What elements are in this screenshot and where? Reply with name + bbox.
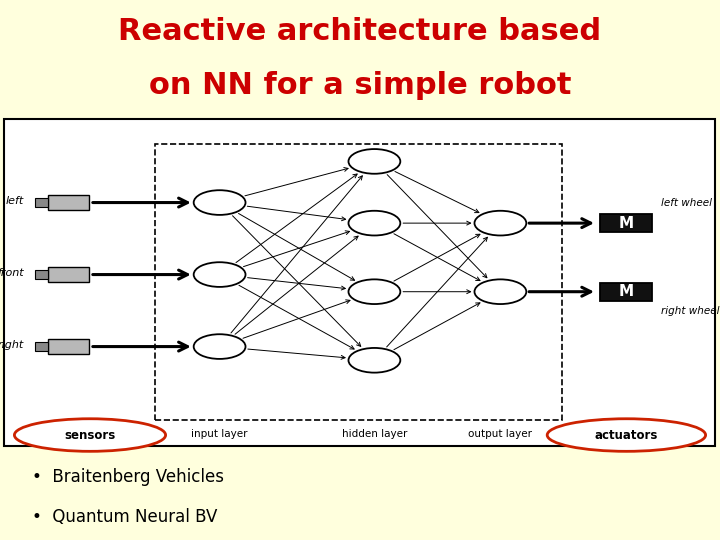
Text: input layer: input layer [192,429,248,439]
Bar [48,267,89,282]
Text: right wheel: right wheel [661,306,719,315]
Circle shape [474,211,526,235]
Text: on NN for a simple robot: on NN for a simple robot [149,71,571,99]
Text: hidden layer: hidden layer [342,429,407,439]
Circle shape [194,262,246,287]
Text: M: M [618,284,634,299]
Circle shape [194,334,246,359]
Text: •  Braitenberg Vehicles: • Braitenberg Vehicles [32,468,225,486]
Text: •  Quantum Neural BV: • Quantum Neural BV [32,508,217,526]
Text: Reactive architecture based: Reactive architecture based [118,17,602,46]
Text: M: M [618,215,634,231]
Text: left: left [6,196,24,206]
Bar [48,339,89,354]
Bar [600,283,652,301]
Text: output layer: output layer [469,429,532,439]
Circle shape [348,149,400,174]
Bar [155,144,562,420]
Ellipse shape [14,418,166,451]
Text: actuators: actuators [595,429,658,442]
Text: front: front [0,268,24,278]
Circle shape [474,279,526,304]
Bar [600,214,652,232]
Circle shape [194,190,246,215]
Bar [35,271,48,279]
Bar [35,342,48,350]
Text: sensors: sensors [64,429,116,442]
Bar [35,198,48,207]
Bar [48,195,89,210]
Circle shape [348,211,400,235]
Text: right: right [0,340,24,350]
Circle shape [348,279,400,304]
Circle shape [348,348,400,373]
Ellipse shape [547,418,706,451]
Text: left wheel: left wheel [661,198,712,207]
